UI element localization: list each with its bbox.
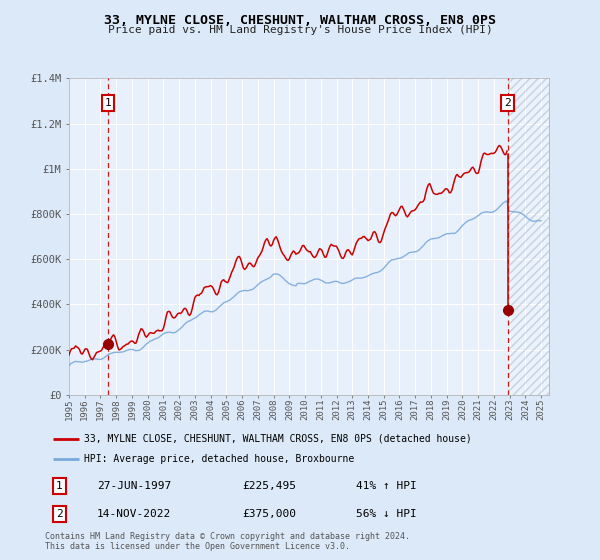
Text: HPI: Average price, detached house, Broxbourne: HPI: Average price, detached house, Brox…	[84, 454, 354, 464]
Polygon shape	[508, 78, 549, 395]
Text: 1: 1	[56, 481, 63, 491]
Text: 33, MYLNE CLOSE, CHESHUNT, WALTHAM CROSS, EN8 0PS (detached house): 33, MYLNE CLOSE, CHESHUNT, WALTHAM CROSS…	[84, 434, 472, 444]
Text: Price paid vs. HM Land Registry's House Price Index (HPI): Price paid vs. HM Land Registry's House …	[107, 25, 493, 35]
Text: £375,000: £375,000	[242, 509, 296, 519]
Text: Contains HM Land Registry data © Crown copyright and database right 2024.
This d: Contains HM Land Registry data © Crown c…	[45, 532, 410, 552]
Text: 27-JUN-1997: 27-JUN-1997	[97, 481, 171, 491]
Text: 2: 2	[56, 509, 63, 519]
Text: 1: 1	[105, 98, 112, 108]
Text: 2: 2	[504, 98, 511, 108]
Text: 14-NOV-2022: 14-NOV-2022	[97, 509, 171, 519]
Text: 33, MYLNE CLOSE, CHESHUNT, WALTHAM CROSS, EN8 0PS: 33, MYLNE CLOSE, CHESHUNT, WALTHAM CROSS…	[104, 14, 496, 27]
Text: £225,495: £225,495	[242, 481, 296, 491]
Text: 56% ↓ HPI: 56% ↓ HPI	[356, 509, 417, 519]
Text: 41% ↑ HPI: 41% ↑ HPI	[356, 481, 417, 491]
